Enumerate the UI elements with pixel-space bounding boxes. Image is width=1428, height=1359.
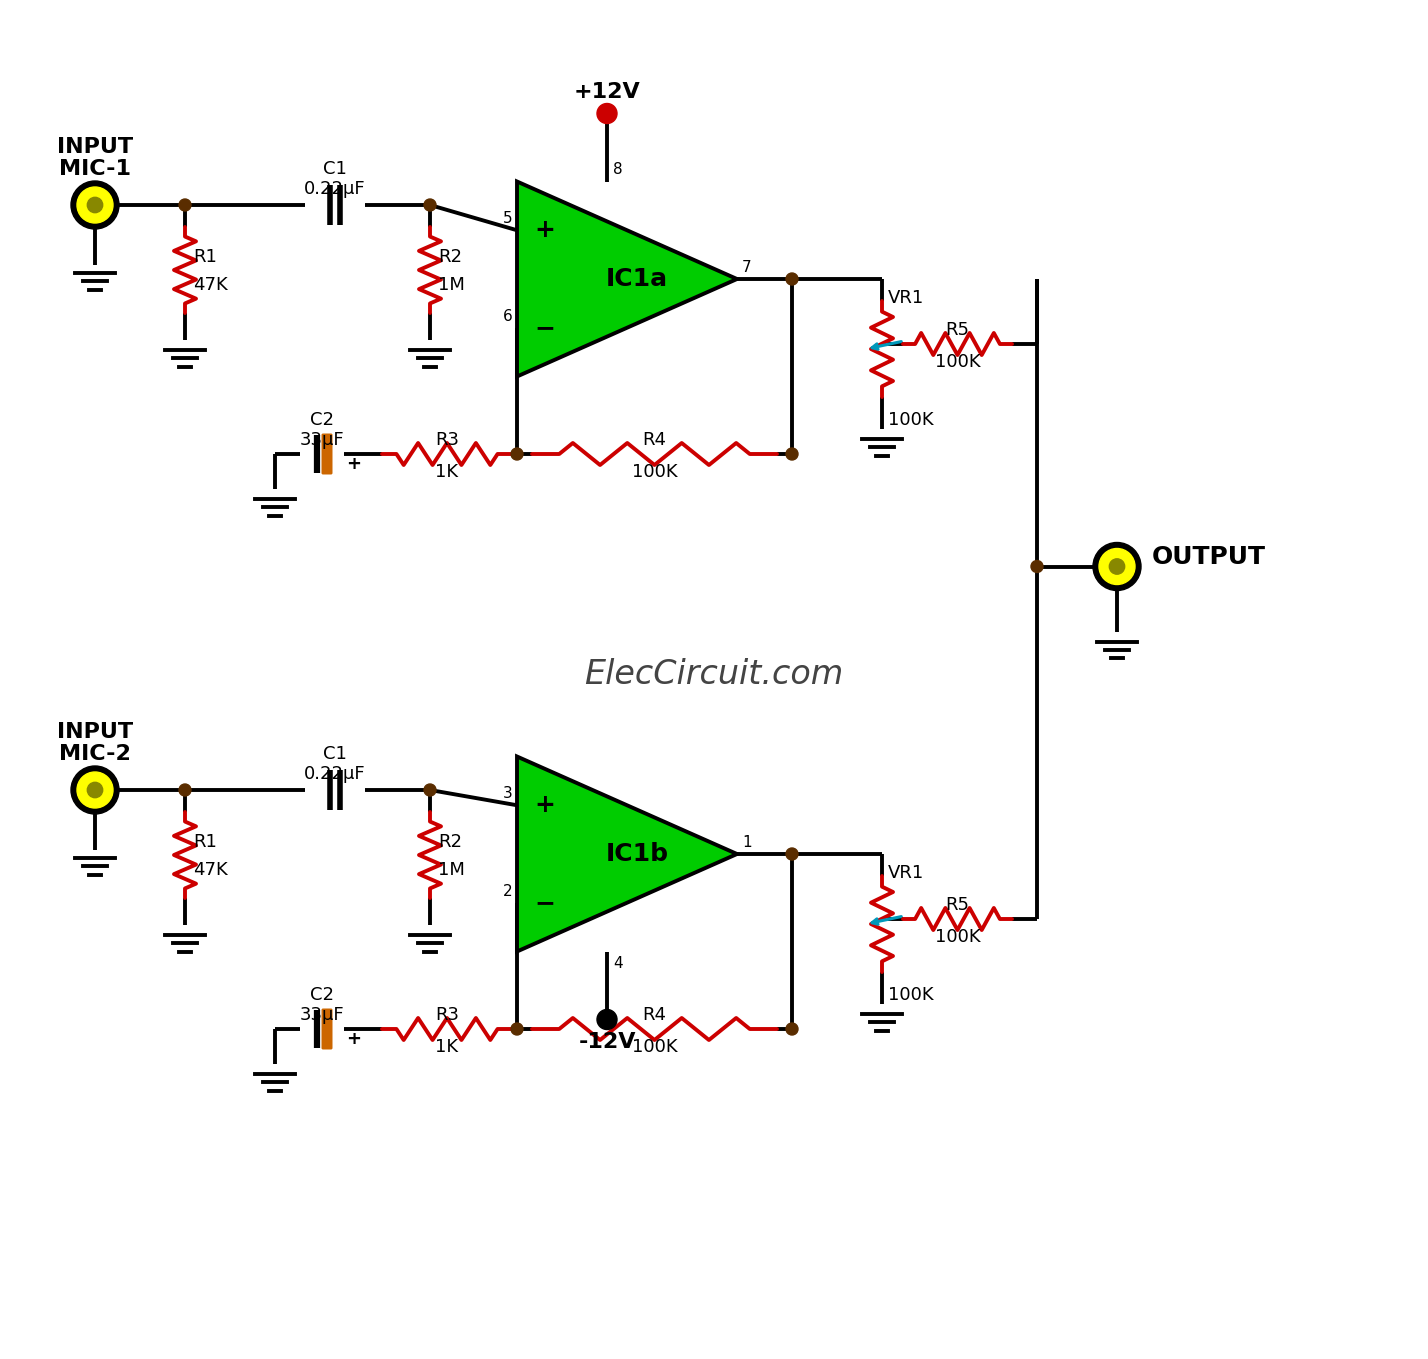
Text: 1K: 1K [436, 1038, 458, 1056]
Text: R2: R2 [438, 247, 463, 266]
Text: IC1b: IC1b [605, 843, 668, 866]
Circle shape [178, 198, 191, 211]
Circle shape [1092, 542, 1141, 591]
Text: 100K: 100K [888, 987, 934, 1004]
Text: C1: C1 [323, 745, 347, 762]
Text: 0.22μF: 0.22μF [304, 765, 366, 783]
Text: −: − [534, 315, 555, 340]
Circle shape [785, 1023, 798, 1036]
Text: +: + [346, 455, 361, 473]
Text: 5: 5 [504, 211, 513, 226]
Text: 47K: 47K [193, 276, 227, 294]
Text: +: + [346, 1030, 361, 1048]
FancyBboxPatch shape [321, 1008, 333, 1049]
Circle shape [785, 273, 798, 285]
Text: VR1: VR1 [888, 289, 924, 307]
Text: 1: 1 [743, 834, 751, 849]
Text: 1K: 1K [436, 463, 458, 481]
Text: +: + [534, 794, 555, 817]
Text: C2: C2 [310, 410, 334, 429]
Circle shape [77, 772, 113, 809]
Text: C1: C1 [323, 160, 347, 178]
Circle shape [87, 783, 103, 798]
Text: 100K: 100K [631, 1038, 677, 1056]
Text: R4: R4 [643, 431, 667, 448]
Circle shape [77, 188, 113, 223]
Text: MIC-1: MIC-1 [59, 159, 131, 179]
Circle shape [511, 448, 523, 459]
Text: 4: 4 [613, 957, 623, 972]
Text: C2: C2 [310, 987, 334, 1004]
Text: +: + [534, 219, 555, 242]
Circle shape [1110, 559, 1125, 575]
Text: 3: 3 [503, 787, 513, 802]
Text: 6: 6 [503, 308, 513, 323]
Text: 100K: 100K [888, 410, 934, 429]
Circle shape [87, 197, 103, 212]
Text: MIC-2: MIC-2 [59, 743, 131, 764]
Circle shape [511, 1023, 523, 1036]
Text: 7: 7 [743, 260, 751, 275]
Text: ElecCircuit.com: ElecCircuit.com [584, 658, 844, 690]
Text: VR1: VR1 [888, 864, 924, 882]
Circle shape [424, 784, 436, 796]
Text: +12V: +12V [574, 82, 640, 102]
Text: R3: R3 [436, 431, 458, 448]
Text: R4: R4 [643, 1006, 667, 1023]
Text: 100K: 100K [935, 353, 980, 371]
Text: R5: R5 [945, 321, 970, 338]
Circle shape [785, 848, 798, 860]
Text: 33μF: 33μF [300, 431, 344, 448]
Text: R2: R2 [438, 833, 463, 851]
Text: 0.22μF: 0.22μF [304, 179, 366, 198]
Circle shape [424, 198, 436, 211]
Circle shape [1100, 549, 1135, 584]
Text: R1: R1 [193, 833, 217, 851]
Polygon shape [517, 182, 737, 376]
Text: 8: 8 [613, 162, 623, 177]
Text: −: − [534, 890, 555, 915]
Text: OUTPUT: OUTPUT [1152, 545, 1267, 568]
Text: 47K: 47K [193, 862, 227, 879]
Text: 1M: 1M [438, 862, 466, 879]
Circle shape [71, 766, 119, 814]
Text: 1M: 1M [438, 276, 466, 294]
Text: 100K: 100K [631, 463, 677, 481]
Text: R1: R1 [193, 247, 217, 266]
Text: R3: R3 [436, 1006, 458, 1023]
Circle shape [178, 784, 191, 796]
FancyBboxPatch shape [321, 434, 333, 474]
Circle shape [597, 1010, 617, 1030]
Circle shape [71, 181, 119, 230]
Circle shape [1031, 560, 1042, 572]
Circle shape [785, 448, 798, 459]
Text: 33μF: 33μF [300, 1006, 344, 1023]
Circle shape [597, 103, 617, 124]
Polygon shape [517, 757, 737, 951]
Text: INPUT: INPUT [57, 722, 133, 742]
Text: -12V: -12V [578, 1031, 635, 1052]
Text: 2: 2 [504, 883, 513, 898]
Text: 100K: 100K [935, 928, 980, 946]
Text: IC1a: IC1a [605, 266, 668, 291]
Text: R5: R5 [945, 896, 970, 915]
Text: INPUT: INPUT [57, 137, 133, 158]
